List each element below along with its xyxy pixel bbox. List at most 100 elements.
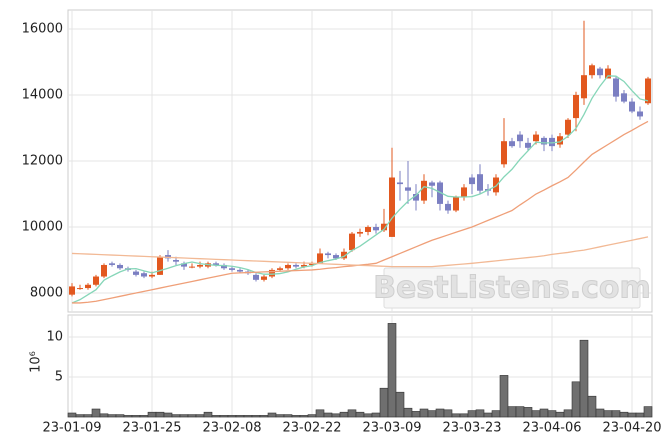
candle-body — [213, 263, 219, 265]
volume-bar — [283, 414, 293, 418]
candle-body — [405, 187, 411, 191]
candle-body — [621, 93, 627, 102]
candle-body — [541, 137, 547, 145]
volume-bar — [259, 415, 269, 418]
volume-panel — [67, 314, 653, 418]
volume-bar — [315, 409, 325, 418]
volume-bar — [99, 413, 109, 418]
volume-bar — [187, 414, 197, 418]
y-tick-label: 10000 — [22, 220, 63, 235]
volume-bar — [395, 391, 405, 418]
volume-bar — [467, 410, 477, 418]
candle-body — [293, 264, 299, 267]
candle-body — [109, 263, 115, 265]
volume-bar — [499, 375, 509, 418]
candle-body — [93, 276, 99, 285]
candle-body — [189, 266, 195, 268]
volume-bar — [139, 415, 149, 418]
candle-body — [461, 187, 467, 198]
candle-body — [365, 227, 371, 232]
candle-body — [533, 134, 539, 142]
volume-bar — [251, 415, 261, 418]
volume-bar — [299, 415, 309, 418]
volume-bar — [515, 406, 525, 418]
candle-body — [285, 264, 291, 269]
candle-body — [197, 264, 203, 267]
volume-bar — [531, 410, 541, 418]
candle-body — [629, 101, 635, 112]
volume-bar — [115, 414, 125, 418]
x-tick-label: 23-02-22 — [282, 421, 341, 436]
y-axis-label: 10⁶ — [29, 351, 44, 373]
volume-bar — [427, 410, 437, 418]
volume-bar — [331, 413, 341, 418]
y-tick-label: 10 — [46, 330, 63, 345]
volume-bar — [435, 408, 445, 418]
candle-body — [509, 141, 515, 147]
x-tick-label: 23-04-20 — [602, 421, 661, 436]
candle-body — [277, 268, 283, 270]
volume-bar — [579, 339, 589, 418]
candle-body — [117, 264, 123, 269]
volume-bar — [179, 414, 189, 418]
volume-bar — [475, 409, 485, 418]
candle-body — [181, 263, 187, 267]
watermark-box — [383, 267, 641, 309]
volume-bar — [363, 413, 373, 418]
candle-body — [325, 253, 331, 256]
volume-bar — [147, 411, 157, 418]
moving-average-line — [71, 236, 649, 268]
candle-body — [341, 251, 347, 259]
candle-body — [597, 68, 603, 76]
volume-bar — [563, 409, 573, 418]
candle-body — [605, 68, 611, 79]
candle-body — [557, 136, 563, 145]
volume-bar — [539, 408, 549, 418]
candle-body — [85, 284, 91, 289]
candle-body — [317, 253, 323, 264]
volume-bar — [227, 415, 237, 418]
candle-body — [301, 264, 307, 267]
volume-bar — [107, 414, 117, 418]
candle-body — [637, 111, 643, 117]
candle-body — [357, 231, 363, 234]
volume-bar — [339, 411, 349, 418]
volume-bar — [643, 406, 653, 418]
candle-body — [613, 78, 619, 97]
volume-bar — [451, 413, 461, 418]
volume-bar — [491, 410, 501, 418]
candle-body — [133, 271, 139, 275]
candle-body — [165, 255, 171, 259]
candle-body — [469, 177, 475, 185]
volume-bar — [627, 412, 637, 418]
volume-bar — [635, 412, 645, 418]
volume-bar — [155, 411, 165, 418]
volume-bar — [371, 412, 381, 418]
volume-bar — [307, 414, 317, 418]
volume-bar — [603, 410, 613, 418]
candle-body — [101, 264, 107, 277]
volume-bar — [611, 410, 621, 418]
y-tick-label: 16000 — [22, 21, 63, 36]
volume-bar — [235, 415, 245, 418]
volume-bar — [203, 411, 213, 418]
x-tick-label: 23-03-23 — [442, 421, 501, 436]
candle-body — [565, 119, 571, 135]
volume-bar — [131, 415, 141, 418]
candle-body — [253, 274, 259, 280]
volume-bar — [275, 414, 285, 418]
candle-body — [381, 223, 387, 231]
volume-bar — [91, 408, 101, 418]
candle-body — [413, 194, 419, 201]
candle-body — [501, 141, 507, 165]
candle-body — [549, 137, 555, 147]
volume-bar — [163, 412, 173, 418]
volume-bar — [555, 411, 565, 418]
volume-bar — [267, 412, 277, 418]
volume-bar — [523, 407, 533, 418]
volume-bar — [595, 408, 605, 418]
y-tick-label: 12000 — [22, 154, 63, 169]
candle-body — [349, 233, 355, 251]
candle-body — [309, 263, 315, 265]
